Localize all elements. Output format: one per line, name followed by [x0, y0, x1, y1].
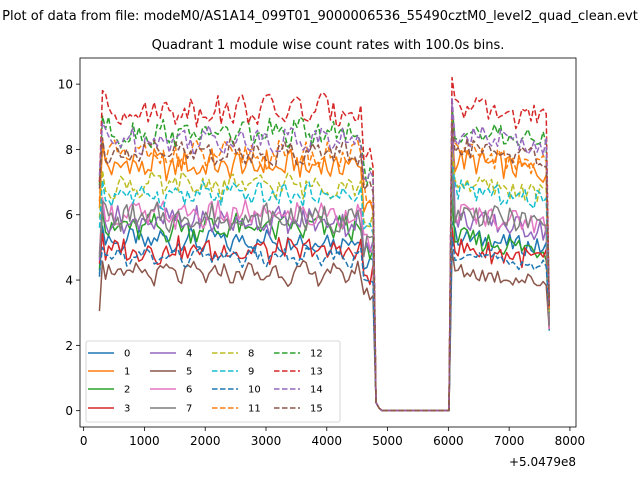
legend-entry-9: 9	[212, 367, 254, 378]
legend-label: 5	[186, 367, 192, 378]
x-tick-label: 2000	[190, 434, 221, 448]
y-tick-label: 2	[65, 339, 73, 353]
figure-suptitle: Plot of data from file: modeM0/AS1A14_09…	[2, 9, 638, 24]
legend-entry-6: 6	[150, 385, 192, 396]
y-axis: 0 2 4 6 8 10	[58, 78, 80, 418]
legend-label: 11	[248, 404, 261, 415]
series-line-12	[98, 106, 550, 412]
legend-label: 9	[248, 367, 254, 378]
legend-entry-7: 7	[150, 404, 192, 415]
series-line-13	[98, 76, 550, 412]
legend-label: 7	[186, 404, 192, 415]
y-tick-label: 0	[65, 404, 73, 418]
x-axis: 0 1000 2000 3000 4000 5000 6000 7000 8000	[80, 427, 585, 448]
x-tick-label: 5000	[372, 434, 403, 448]
legend-label: 4	[186, 349, 192, 360]
x-tick-label: 7000	[494, 434, 525, 448]
legend-label: 14	[310, 385, 323, 396]
legend-label: 12	[310, 349, 323, 360]
legend-label: 13	[310, 367, 323, 378]
y-tick-label: 4	[65, 274, 73, 288]
legend-entry-5: 5	[150, 367, 192, 378]
legend-frame	[85, 340, 341, 423]
legend-label: 15	[310, 404, 323, 415]
legend-entry-15: 15	[274, 404, 323, 415]
legend-label: 2	[124, 385, 130, 396]
legend-entry-8: 8	[212, 349, 254, 360]
series-line-4	[98, 102, 550, 412]
legend-entry-11: 11	[212, 404, 261, 415]
legend-entry-1: 1	[88, 367, 130, 378]
x-tick-label: 3000	[251, 434, 282, 448]
chart-title: Quadrant 1 module wise count rates with …	[152, 38, 505, 53]
legend-entry-2: 2	[88, 385, 130, 396]
series-line-15	[98, 122, 550, 412]
y-tick-label: 6	[65, 208, 73, 222]
series-line-10	[98, 236, 550, 412]
x-tick-label: 6000	[433, 434, 464, 448]
legend-entry-3: 3	[88, 404, 130, 415]
legend-entry-13: 13	[274, 367, 323, 378]
x-axis-offset-text: +5.0479e8	[509, 455, 576, 469]
legend-entry-0: 0	[88, 349, 130, 360]
legend-label: 3	[124, 404, 130, 415]
series-line-5	[98, 249, 550, 412]
y-tick-label: 8	[65, 143, 73, 157]
y-tick-label: 10	[58, 78, 73, 92]
legend-label: 6	[186, 385, 192, 396]
series-line-9	[98, 165, 550, 412]
x-tick-label: 1000	[129, 434, 160, 448]
series-line-7	[98, 161, 550, 412]
series-group	[98, 76, 550, 412]
legend-label: 10	[248, 385, 261, 396]
legend-entry-12: 12	[274, 349, 323, 360]
legend-entry-4: 4	[150, 349, 192, 360]
x-tick-label: 4000	[312, 434, 343, 448]
x-tick-label: 0	[80, 434, 88, 448]
legend-entry-10: 10	[212, 385, 261, 396]
plot-frame	[79, 57, 577, 428]
legend-entry-14: 14	[274, 385, 323, 396]
series-line-1	[98, 129, 550, 412]
legend-label: 0	[124, 349, 130, 360]
series-line-14	[98, 96, 550, 412]
x-tick-label: 8000	[555, 434, 586, 448]
series-line-11	[98, 109, 550, 412]
series-line-8	[98, 148, 550, 412]
legend-label: 1	[124, 367, 130, 378]
legend-label: 8	[248, 349, 254, 360]
